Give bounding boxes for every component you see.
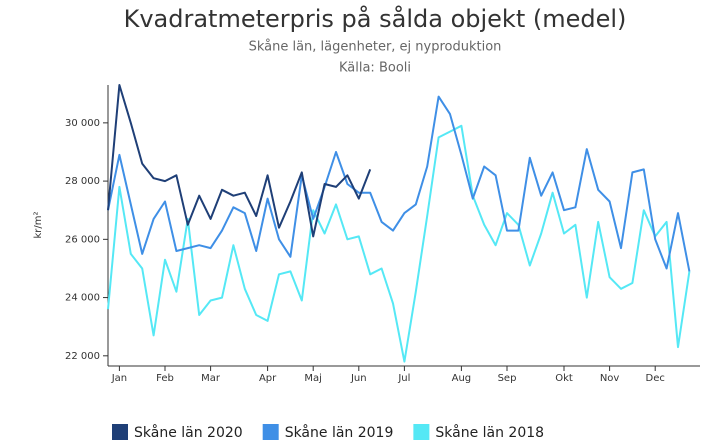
series-line [107, 95, 691, 272]
legend-label: Skåne län 2018 [435, 424, 544, 441]
legend-swatch [413, 424, 430, 440]
y-tick-label: 26 000 [65, 234, 100, 245]
x-tick-label: Jun [350, 373, 367, 384]
x-tick-label: Okt [555, 373, 573, 384]
chart-source: Källa: Booli [339, 61, 411, 76]
y-tick-label: 24 000 [65, 293, 100, 304]
x-tick-label: Maj [304, 373, 322, 384]
x-tick-label: Dec [646, 373, 665, 384]
x-tick-label: Feb [156, 373, 174, 384]
x-tick-label: Aug [452, 373, 472, 384]
y-tick-label: 30 000 [65, 118, 100, 129]
legend-label: Skåne län 2020 [134, 424, 243, 441]
x-tick-label: Jan [111, 373, 127, 384]
x-tick-label: Jul [397, 373, 410, 384]
legend-swatch [262, 424, 279, 440]
legend-swatch [112, 424, 128, 440]
x-tick-label: Sep [498, 373, 517, 384]
series-line [107, 84, 372, 238]
y-tick-label: 22 000 [65, 351, 100, 362]
y-axis-label: kr/m² [33, 211, 44, 238]
legend-label: Skåne län 2019 [285, 424, 394, 441]
x-tick-label: Apr [259, 373, 277, 384]
chart-subtitle: Skåne län, lägenheter, ej nyproduktion [249, 40, 502, 55]
series-line [107, 124, 691, 363]
x-tick-label: Nov [600, 373, 620, 384]
y-tick-label: 28 000 [65, 176, 100, 187]
x-tick-label: Mar [201, 373, 221, 384]
chart-title: Kvadratmeterpris på sålda objekt (medel) [124, 4, 627, 33]
